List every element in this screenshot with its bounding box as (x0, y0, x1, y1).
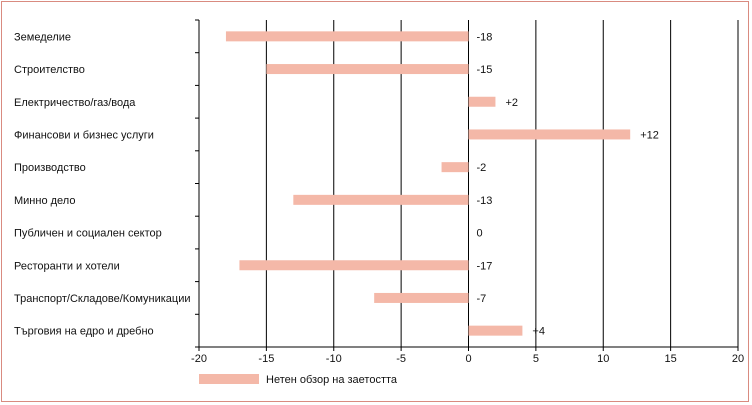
x-tick-label: -10 (326, 353, 342, 365)
category-label: Ресторанти и хотели (14, 260, 120, 272)
bar (468, 96, 496, 107)
bars (225, 31, 631, 336)
axes (195, 19, 739, 351)
bar (239, 260, 469, 271)
category-label: Търговия на едро и дребно (14, 326, 154, 338)
category-label: Публичен и социален сектор (14, 228, 162, 240)
bar (441, 162, 469, 173)
x-tick-label: 0 (465, 353, 471, 365)
category-labels: Земеделие Строителство Електричество/газ/в… (14, 31, 191, 337)
x-tick-label: 10 (597, 353, 609, 365)
data-label: -15 (477, 64, 493, 76)
legend-label: Нетен обзор на заетостта (266, 374, 398, 386)
data-label: -17 (477, 260, 493, 272)
data-label: -13 (477, 195, 493, 207)
category-label: Финансови и бизнес услуги (14, 129, 154, 141)
category-label: Производство (14, 162, 86, 174)
legend: Нетен обзор на заетостта (199, 374, 398, 386)
category-label: Земеделие (14, 31, 71, 43)
data-label: +2 (505, 97, 518, 109)
x-tick-label: 20 (732, 353, 744, 365)
data-label: -2 (477, 162, 487, 174)
x-tick-label: 15 (665, 353, 677, 365)
bar (468, 129, 631, 140)
bar (225, 31, 469, 42)
category-label: Транспорт/Складове/Комуникации (14, 293, 191, 305)
data-label: -18 (477, 31, 493, 43)
data-label: -7 (477, 293, 487, 305)
category-label: Минно дело (14, 195, 75, 207)
x-tick-label: -20 (191, 353, 207, 365)
data-labels: -18 -15 +2 +12 -2 -13 0 -17 -7 +4 (477, 31, 659, 337)
bar (468, 325, 523, 336)
x-tick-label: 5 (533, 353, 539, 365)
gridlines (265, 20, 739, 347)
x-tick-labels: -20 -15 -10 -5 0 5 10 15 20 (191, 353, 744, 365)
x-tick-label: -5 (396, 353, 406, 365)
category-label: Електричество/газ/вода (14, 97, 136, 109)
bar (374, 292, 469, 303)
data-label: +4 (532, 326, 545, 338)
data-label: +12 (640, 129, 659, 141)
bar (293, 194, 469, 205)
bar (266, 64, 469, 75)
category-label: Строителство (14, 64, 85, 76)
data-label: 0 (477, 228, 483, 240)
x-tick-label: -15 (258, 353, 274, 365)
legend-swatch (199, 374, 259, 384)
